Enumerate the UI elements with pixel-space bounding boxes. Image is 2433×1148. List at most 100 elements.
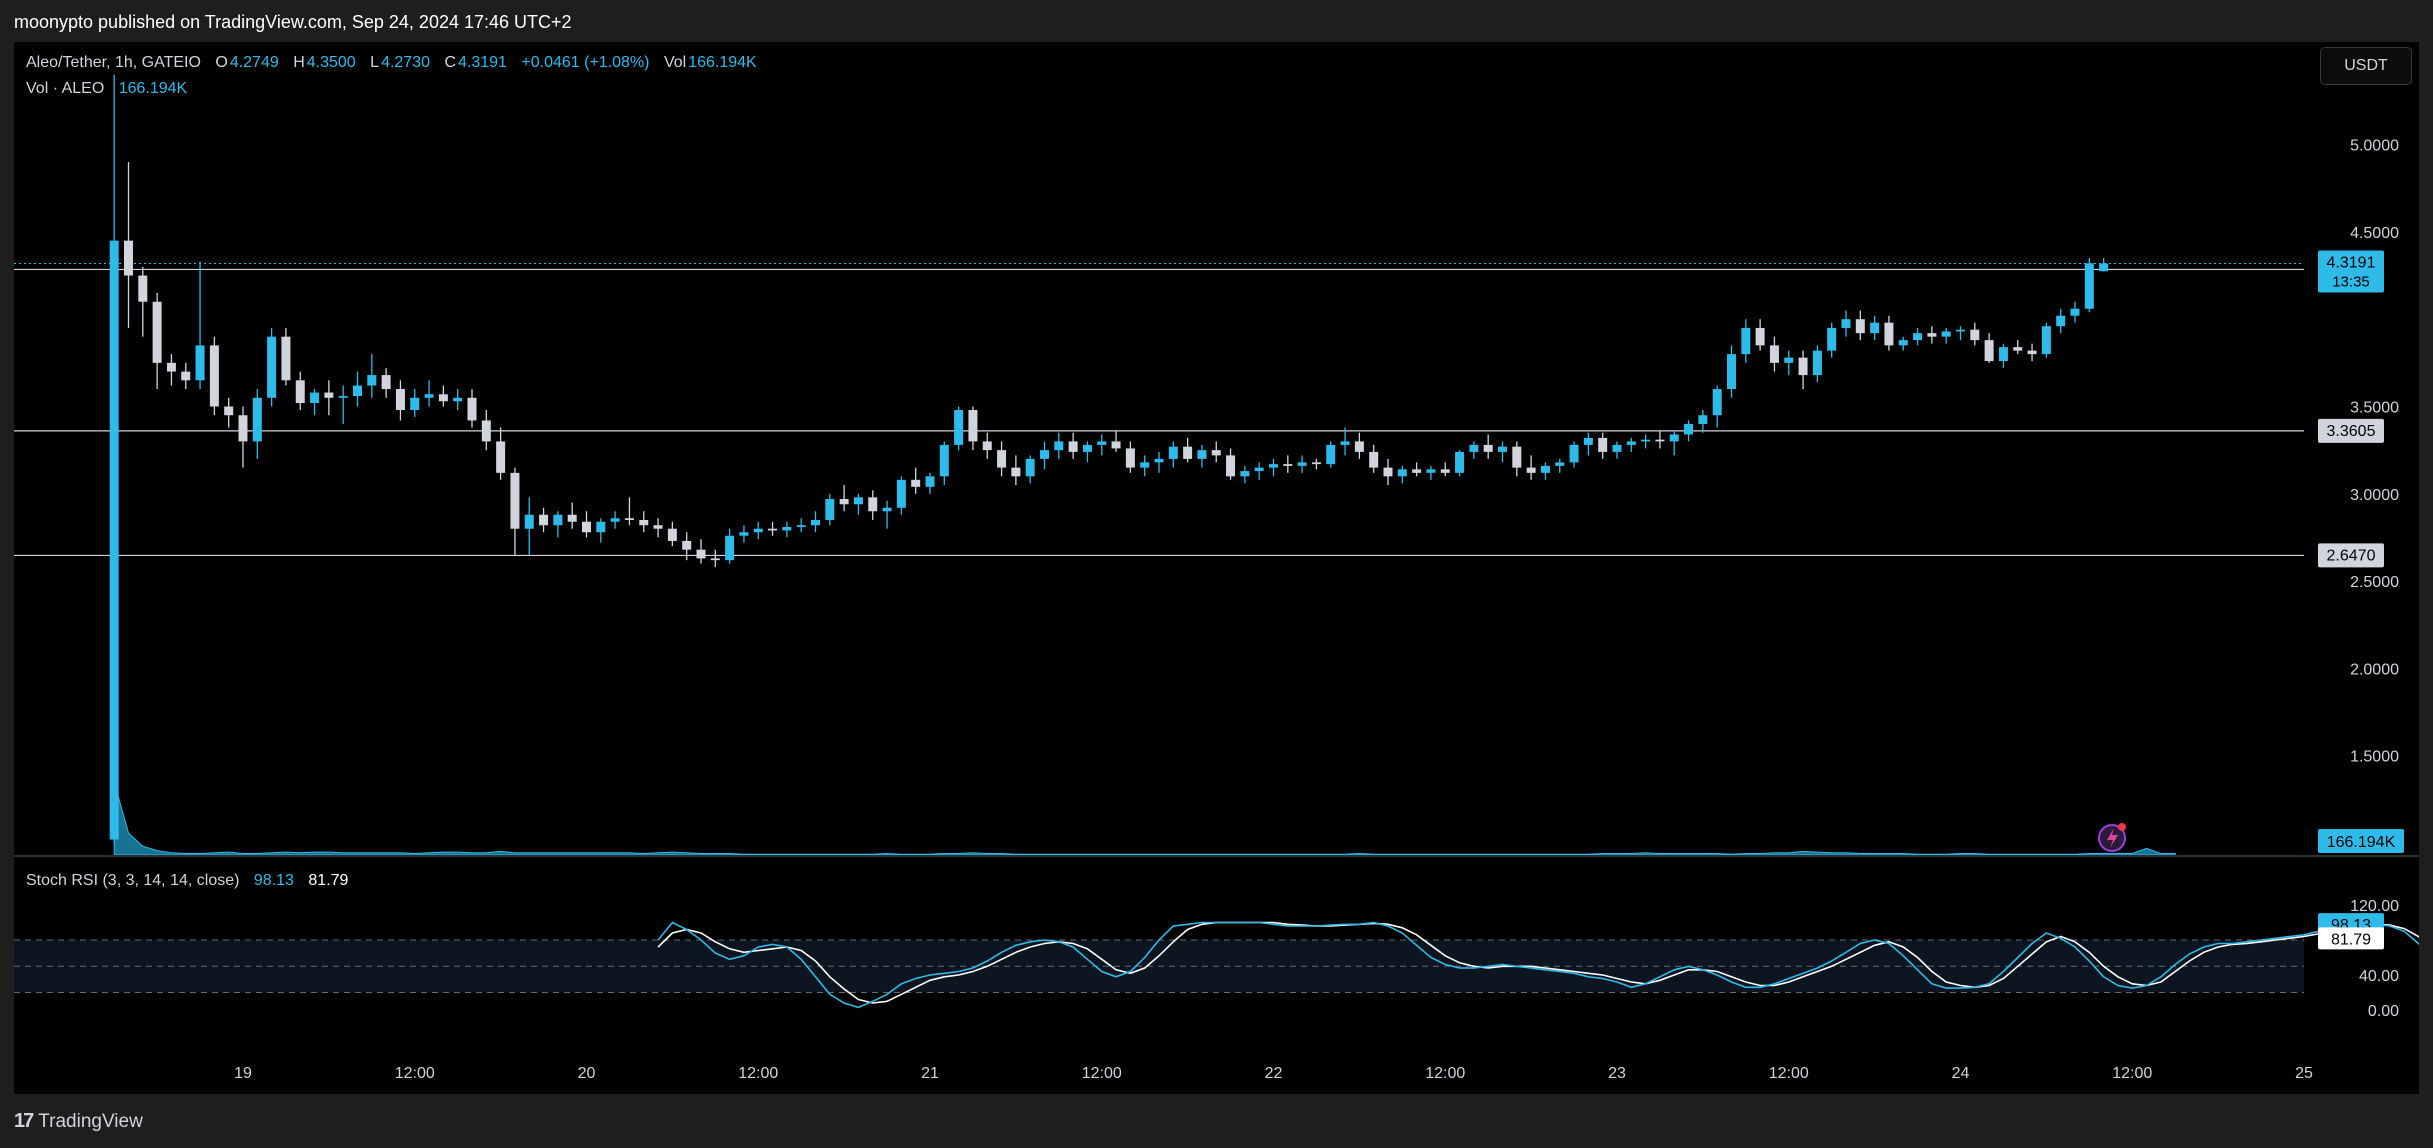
- candle[interactable]: [1913, 327, 1923, 346]
- candle[interactable]: [1684, 420, 1694, 442]
- candle[interactable]: [1125, 441, 1135, 473]
- candle[interactable]: [653, 518, 663, 538]
- candle[interactable]: [2041, 322, 2051, 358]
- candle[interactable]: [2056, 308, 2066, 334]
- candle[interactable]: [310, 389, 320, 416]
- candle[interactable]: [252, 389, 262, 459]
- candle[interactable]: [1841, 310, 1851, 337]
- stoch-rsi-label[interactable]: Stoch RSI (3, 3, 14, 14, close): [26, 872, 240, 889]
- candle[interactable]: [1197, 444, 1207, 468]
- candle[interactable]: [1526, 455, 1536, 480]
- candle[interactable]: [1970, 322, 1980, 346]
- candle[interactable]: [1712, 385, 1722, 428]
- candle[interactable]: [1140, 455, 1150, 477]
- candle[interactable]: [1884, 315, 1894, 351]
- candle[interactable]: [1827, 322, 1837, 358]
- candle[interactable]: [1569, 441, 1579, 468]
- candle[interactable]: [281, 327, 291, 386]
- candle[interactable]: [1154, 451, 1164, 473]
- candle[interactable]: [1025, 455, 1035, 484]
- candle[interactable]: [1583, 432, 1593, 456]
- candle[interactable]: [1812, 345, 1822, 383]
- candle[interactable]: [267, 327, 277, 407]
- candle[interactable]: [1784, 350, 1794, 376]
- candle[interactable]: [2027, 343, 2037, 362]
- candle[interactable]: [1183, 437, 1193, 463]
- candle[interactable]: [1168, 441, 1178, 468]
- candle[interactable]: [381, 368, 391, 398]
- candle[interactable]: [2099, 258, 2109, 272]
- candle[interactable]: [1054, 432, 1064, 459]
- candle[interactable]: [954, 406, 964, 451]
- candle[interactable]: [1898, 336, 1908, 351]
- candle[interactable]: [539, 507, 549, 533]
- candle[interactable]: [1254, 462, 1264, 480]
- candle[interactable]: [1798, 350, 1808, 390]
- candle[interactable]: [138, 266, 148, 337]
- candle[interactable]: [1297, 455, 1307, 473]
- candle[interactable]: [1498, 441, 1507, 463]
- candle[interactable]: [1326, 441, 1336, 468]
- candle[interactable]: [1769, 336, 1779, 372]
- candle[interactable]: [453, 389, 463, 410]
- candle[interactable]: [1641, 434, 1651, 449]
- candle[interactable]: [1340, 427, 1350, 456]
- candle[interactable]: [324, 380, 334, 416]
- candle[interactable]: [596, 518, 606, 543]
- volume-pane-label[interactable]: Vol · ALEO: [26, 80, 105, 97]
- candle[interactable]: [796, 518, 806, 533]
- candle[interactable]: [911, 467, 921, 494]
- candle[interactable]: [696, 539, 706, 564]
- stoch-k-line[interactable]: [657, 921, 2433, 1009]
- candle[interactable]: [152, 293, 162, 390]
- candle[interactable]: [868, 490, 878, 520]
- candle[interactable]: [1097, 434, 1107, 456]
- candle[interactable]: [1469, 441, 1479, 459]
- candle[interactable]: [725, 528, 735, 564]
- candle[interactable]: [582, 511, 591, 538]
- candle[interactable]: [467, 389, 477, 428]
- candle[interactable]: [438, 385, 448, 407]
- candle[interactable]: [224, 397, 234, 428]
- candle[interactable]: [839, 485, 849, 512]
- candle[interactable]: [1226, 448, 1236, 480]
- candle[interactable]: [2013, 340, 2023, 355]
- candle[interactable]: [567, 502, 577, 529]
- candle[interactable]: [624, 497, 634, 526]
- candle[interactable]: [853, 493, 863, 515]
- candle[interactable]: [1082, 441, 1092, 463]
- candle[interactable]: [1512, 441, 1522, 477]
- candle[interactable]: [667, 521, 677, 547]
- candle[interactable]: [782, 521, 792, 538]
- candle[interactable]: [181, 362, 191, 390]
- candle[interactable]: [1068, 432, 1078, 459]
- candle[interactable]: [2070, 301, 2080, 323]
- candle[interactable]: [510, 467, 520, 555]
- candle[interactable]: [1626, 437, 1636, 452]
- candle[interactable]: [1354, 432, 1364, 459]
- candle[interactable]: [1011, 455, 1021, 486]
- candle[interactable]: [295, 371, 305, 410]
- candle[interactable]: [124, 162, 133, 328]
- candle[interactable]: [1669, 430, 1679, 456]
- candle[interactable]: [739, 525, 749, 543]
- candle[interactable]: [1998, 343, 2008, 369]
- candle[interactable]: [1240, 465, 1250, 484]
- candle[interactable]: [395, 380, 405, 421]
- candle[interactable]: [1941, 327, 1951, 344]
- candle[interactable]: [195, 261, 205, 390]
- candle[interactable]: [1956, 326, 1965, 341]
- candle[interactable]: [1311, 458, 1321, 470]
- candle[interactable]: [1040, 441, 1049, 470]
- candle[interactable]: [939, 441, 949, 486]
- candle[interactable]: [1211, 441, 1221, 463]
- candle[interactable]: [410, 389, 420, 417]
- candle[interactable]: [353, 371, 362, 407]
- candle[interactable]: [338, 385, 348, 424]
- candle[interactable]: [768, 521, 778, 536]
- candle[interactable]: [1397, 465, 1407, 484]
- candle[interactable]: [1540, 462, 1550, 480]
- candle[interactable]: [109, 74, 119, 843]
- candle[interactable]: [238, 406, 248, 468]
- candle[interactable]: [1283, 455, 1293, 473]
